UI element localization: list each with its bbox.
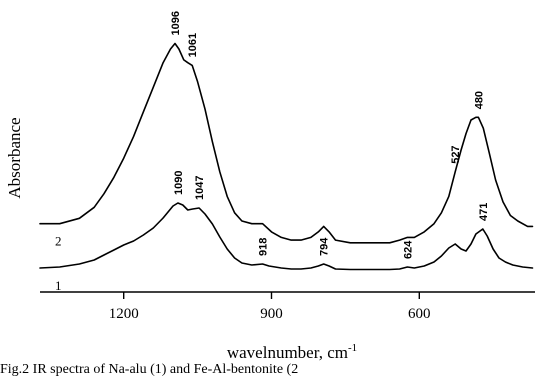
figure-caption: Fig.2 IR spectra of Na-alu (1) and Fe-Al… (0, 362, 298, 376)
peak-annotation-527: 527 (450, 145, 462, 163)
peak-annotation-1096: 1096 (170, 11, 182, 35)
peak-annotation-918: 918 (258, 238, 270, 256)
peak-annotation-1090: 1090 (173, 171, 185, 195)
x-tick-label-600: 600 (408, 306, 431, 322)
series-2-label: 2 (55, 234, 62, 249)
series-2-line (39, 42, 534, 244)
peak-annotation-480: 480 (473, 91, 485, 109)
y-axis-label: Absorbance (5, 117, 24, 198)
peak-annotation-794: 794 (319, 237, 331, 256)
peak-annotation-1047: 1047 (194, 176, 206, 200)
series-1-line (39, 202, 534, 271)
plot-area: 1 2 1096 1061 1090 1047 918 794 624 527 471 480 (39, 11, 534, 293)
peak-annotation-1061: 1061 (187, 33, 199, 57)
x-axis-ticks: 1200 900 600 (109, 292, 431, 322)
x-tick-label-1200: 1200 (109, 306, 139, 322)
peak-annotation-624: 624 (402, 240, 414, 259)
peak-annotation-471: 471 (478, 203, 490, 221)
x-axis-label: wavelnumber, cm-1 (227, 342, 357, 362)
x-tick-label-900: 900 (260, 306, 283, 322)
series-1-label: 1 (55, 278, 62, 293)
